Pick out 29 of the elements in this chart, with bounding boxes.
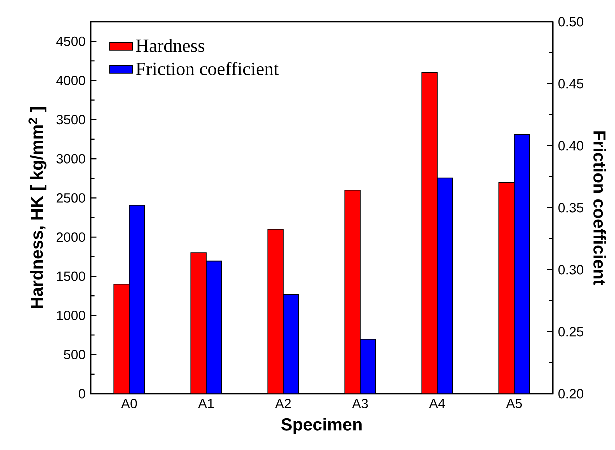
x-tick-label: A0 — [121, 399, 138, 409]
legend-label: Hardness — [136, 39, 205, 52]
y-tick-label: 3000 — [56, 154, 86, 164]
x-tick-label: A2 — [275, 399, 291, 408]
y2-tick-label: 0.40 — [558, 141, 584, 151]
y-tick-label: 1500 — [57, 272, 86, 282]
y-tick-label: 0 — [79, 389, 86, 399]
y2-axis-title: Friction coefficient — [594, 132, 606, 286]
y2-tick-label: 0.25 — [558, 327, 584, 337]
y-tick-label: 2000 — [56, 232, 86, 242]
x-tick-label: A4 — [429, 399, 446, 408]
y2-tick-label: 0.35 — [558, 203, 584, 213]
y-tick-label: 3500 — [56, 115, 86, 125]
y2-tick-label: 0.45 — [558, 79, 584, 89]
bar — [344, 190, 361, 394]
legend-label: Friction coefficient — [136, 62, 279, 76]
y2-tick-label: 0.50 — [558, 17, 584, 27]
y-tick-label: 500 — [64, 350, 86, 360]
y-tick-label: 2500 — [56, 193, 86, 203]
y-tick-label: 4000 — [56, 76, 86, 86]
y-tick-label: 1000 — [57, 310, 86, 320]
x-axis-title: Specimen — [282, 418, 362, 434]
y2-tick-label: 0.30 — [558, 265, 584, 275]
y-axis-title: Hardness, HK [ kg/mm$^{2}$ ] — [28, 107, 47, 308]
y-tick-label: 4500 — [56, 36, 86, 46]
y2-tick-label: 0.20 — [558, 389, 584, 399]
x-tick-label: A5 — [506, 399, 522, 408]
x-tick-label: A3 — [352, 399, 368, 409]
x-tick-label: A1 — [198, 399, 214, 408]
